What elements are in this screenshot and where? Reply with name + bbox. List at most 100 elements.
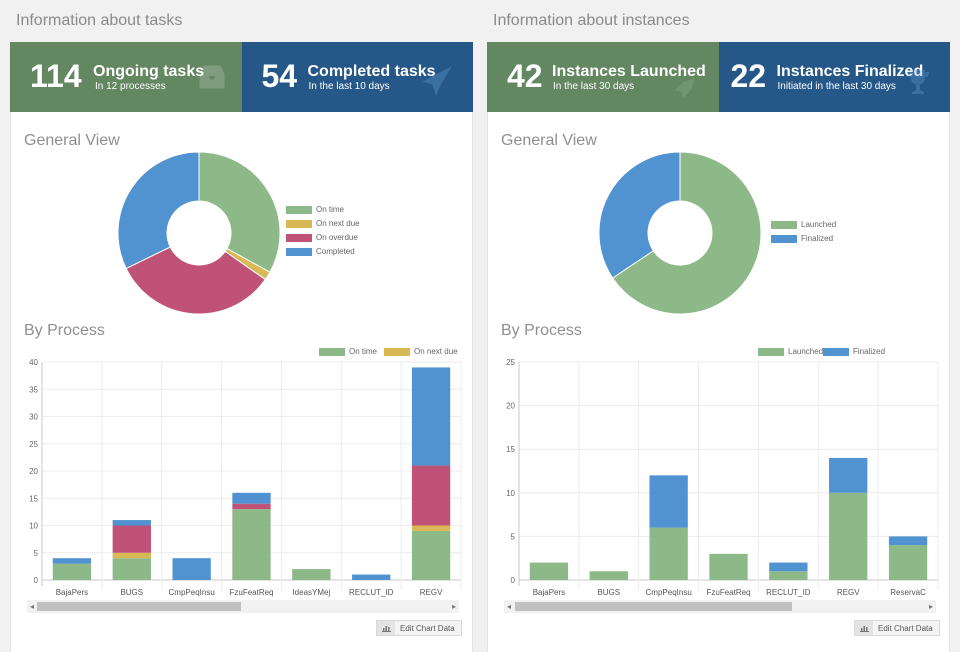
bar-reservac-launched[interactable] — [888, 545, 928, 580]
x-tick-label: ReservaC — [890, 588, 926, 597]
legend-swatch — [771, 220, 797, 229]
scroll-thumb[interactable] — [37, 602, 241, 611]
donut-slice-on-overdue[interactable] — [125, 246, 266, 315]
bar-bugs-on-overdue[interactable] — [112, 525, 151, 553]
legend-item-finalized[interactable]: Finalized — [823, 347, 885, 356]
legend-label: Finalized — [801, 234, 834, 243]
bar-bajapers-completed[interactable] — [52, 558, 92, 564]
instances-stats: 42 Instances Launched In the last 30 day… — [487, 42, 950, 112]
trophy-icon — [906, 70, 929, 94]
legend-item-completed[interactable]: Completed — [286, 247, 355, 256]
instances-donut-chart — [598, 151, 762, 315]
ongoing-tasks-label: Ongoing tasks — [93, 63, 205, 80]
legend-label: Completed — [316, 247, 355, 256]
legend-label: On next due — [414, 347, 458, 356]
legend-swatch — [823, 347, 849, 356]
scroll-left-arrow-icon[interactable]: ◂ — [30, 602, 35, 611]
bar-regv-completed[interactable] — [411, 367, 451, 466]
tasks-stats: 114 Ongoing tasks In 12 processes 54 Com… — [10, 42, 473, 112]
legend-swatch — [771, 234, 797, 243]
legend-item-on-next-due[interactable]: On next due — [384, 347, 458, 356]
bar-cmppeqinsu-completed[interactable] — [172, 558, 211, 580]
bar-regv-launched[interactable] — [829, 492, 868, 580]
bar-bajapers-on-time[interactable] — [52, 563, 92, 580]
donut-slice-finalized[interactable] — [598, 151, 681, 279]
x-tick-label: RECLUT_ID — [349, 588, 394, 597]
instances-finalized-label: Instances Finalized — [776, 63, 924, 80]
instances-launched-stat[interactable]: 42 Instances Launched In the last 30 day… — [487, 42, 719, 112]
instances-finalized-sub: Initiated in the last 30 days — [777, 81, 896, 92]
completed-tasks-count: 54 — [261, 58, 298, 94]
y-tick-label: 30 — [29, 413, 38, 422]
bar-fzufeatreq-on-overdue[interactable] — [232, 503, 271, 510]
y-tick-label: 15 — [506, 445, 515, 454]
bar-bugs-on-next-due[interactable] — [112, 552, 151, 559]
bar-fzufeatreq-completed[interactable] — [232, 492, 271, 504]
bar-reservac-finalized[interactable] — [888, 536, 928, 546]
tasks-bar-chart: 0 5 10 15 20 25 30 35 40 BajaPers BUGS CmpPeqInsu Fz… — [29, 358, 462, 597]
completed-tasks-stat[interactable]: 54 Completed tasks In the last 10 days — [241, 42, 473, 112]
bar-chart-icon — [855, 621, 873, 635]
bar-reclut-id-finalized[interactable] — [769, 562, 808, 572]
legend-label: On time — [349, 347, 378, 356]
scroll-right-arrow-icon[interactable]: ▸ — [451, 602, 456, 611]
x-tick-label: IdeasYMej — [292, 588, 330, 597]
paper-plane-icon — [421, 66, 452, 96]
donut-slice-launched[interactable] — [611, 151, 762, 315]
bar-regv-on-overdue[interactable] — [411, 465, 451, 526]
legend-label: Finalized — [853, 347, 886, 356]
bar-cmppeqinsu-finalized[interactable] — [649, 475, 688, 528]
y-tick-label: 20 — [506, 402, 515, 411]
y-tick-label: 35 — [29, 385, 38, 394]
tasks-edit-chart-data-button[interactable]: Edit Chart Data — [376, 620, 462, 636]
scroll-right-arrow-icon[interactable]: ▸ — [928, 602, 933, 611]
bar-regv-on-next-due[interactable] — [411, 525, 451, 531]
rocket-icon — [675, 78, 695, 98]
bar-bugs-completed[interactable] — [112, 520, 151, 526]
inbox-icon — [199, 65, 225, 89]
y-tick-label: 25 — [506, 358, 515, 367]
tasks-section-title: Information about tasks — [16, 12, 183, 29]
legend-item-on-next-due[interactable]: On next due — [286, 219, 360, 228]
legend-label: Launched — [788, 347, 824, 356]
instances-finalized-count: 22 — [730, 58, 767, 94]
bar-reclut-id-launched[interactable] — [769, 571, 808, 580]
bar-bugs-on-time[interactable] — [112, 558, 151, 580]
bar-cmppeqinsu-launched[interactable] — [649, 527, 688, 580]
tasks-by-process-title: By Process — [24, 322, 105, 339]
y-tick-label: 0 — [34, 576, 39, 585]
instances-chart-scrollbar[interactable]: ◂ ▸ — [504, 600, 936, 613]
donut-slice-completed[interactable] — [117, 151, 200, 270]
bar-ideasymej-on-time[interactable] — [292, 569, 331, 580]
y-tick-label: 15 — [29, 494, 38, 503]
legend-item-finalized[interactable]: Finalized — [771, 234, 833, 243]
legend-swatch — [319, 347, 345, 356]
scroll-thumb[interactable] — [515, 602, 792, 611]
y-tick-label: 5 — [34, 549, 39, 558]
x-tick-label: CmpPeqInsu — [169, 588, 215, 597]
ongoing-tasks-stat[interactable]: 114 Ongoing tasks In 12 processes — [10, 42, 242, 112]
instances-launched-label: Instances Launched — [552, 63, 706, 80]
bar-regv-finalized[interactable] — [829, 457, 868, 493]
bar-fzufeatreq-launched[interactable] — [709, 553, 748, 580]
bar-bugs-launched[interactable] — [589, 571, 628, 580]
legend-item-launched[interactable]: Launched — [758, 347, 823, 356]
donut-slice-on-time[interactable] — [198, 151, 281, 273]
scroll-left-arrow-icon[interactable]: ◂ — [507, 602, 512, 611]
bar-bajapers-launched[interactable] — [529, 562, 569, 580]
legend-item-launched[interactable]: Launched — [771, 220, 836, 229]
instances-finalized-stat[interactable]: 22 Instances Finalized Initiated in the … — [718, 42, 950, 112]
bar-regv-on-time[interactable] — [411, 530, 451, 580]
instances-bar-chart: 0 5 10 15 20 25 BajaPers BUGS CmpPeqInsu FzuFeatR… — [506, 358, 939, 597]
y-tick-label: 5 — [511, 532, 516, 541]
tasks-chart-scrollbar[interactable]: ◂ ▸ — [27, 600, 459, 613]
bar-chart-icon — [377, 621, 395, 635]
legend-item-on-overdue[interactable]: On overdue — [286, 233, 358, 242]
x-tick-label: FzuFeatReq — [229, 588, 273, 597]
instances-edit-chart-data-button[interactable]: Edit Chart Data — [854, 620, 940, 636]
legend-item-on-time[interactable]: On time — [319, 347, 377, 356]
bar-reclut-id-completed[interactable] — [352, 574, 391, 580]
x-tick-label: FzuFeatReq — [706, 588, 750, 597]
bar-fzufeatreq-on-time[interactable] — [232, 509, 271, 580]
legend-item-on-time[interactable]: On time — [286, 205, 344, 214]
